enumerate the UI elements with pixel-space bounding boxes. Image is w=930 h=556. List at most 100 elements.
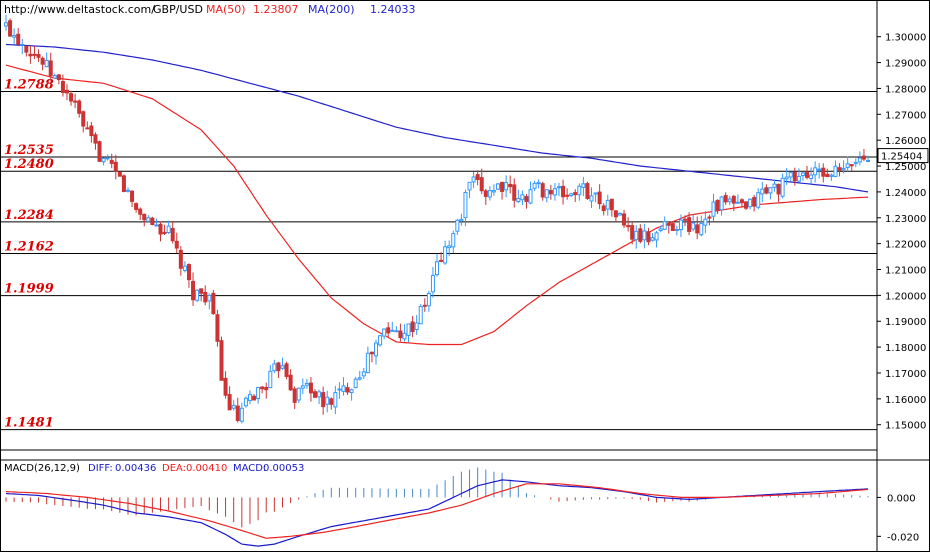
candle-body xyxy=(809,174,814,180)
y-tick-label: 1.27000 xyxy=(885,110,926,121)
candle-body xyxy=(475,174,480,181)
source-url[interactable]: http://www.deltastock.com/ xyxy=(4,3,155,16)
candle-body xyxy=(105,157,110,160)
candle-body xyxy=(361,371,366,377)
candle-body xyxy=(756,192,761,208)
candle-body xyxy=(687,217,692,232)
candle-body xyxy=(369,351,374,355)
ma200-label: MA(200) xyxy=(308,3,355,16)
candle-body xyxy=(191,280,196,301)
candle-body xyxy=(81,111,86,127)
y-tick-label: 1.28000 xyxy=(885,84,926,95)
ma50-value: 1.23807 xyxy=(253,3,299,16)
candle-body xyxy=(321,392,326,408)
candle-body xyxy=(646,231,651,243)
candle-body xyxy=(60,81,65,94)
candle-body xyxy=(154,224,159,227)
candle-body xyxy=(300,385,305,389)
candle-body xyxy=(101,157,106,163)
macd-hist-label: MACD: xyxy=(233,463,267,474)
candle-body xyxy=(561,185,566,198)
candle-body xyxy=(459,218,464,222)
candle-body xyxy=(365,352,370,374)
candle-body xyxy=(752,197,757,207)
candle-body xyxy=(138,208,143,215)
candle-body xyxy=(601,205,606,212)
candle-body xyxy=(158,223,163,235)
candle-body xyxy=(479,177,484,192)
candle-body xyxy=(524,196,529,202)
level-label: 1.1999 xyxy=(4,282,54,297)
candle-body xyxy=(451,233,456,248)
candle-body xyxy=(142,213,147,221)
candle-body xyxy=(630,225,635,240)
candle-body xyxy=(780,177,785,197)
candle-body xyxy=(528,189,533,204)
candle-body xyxy=(186,264,191,281)
candle-body xyxy=(390,329,395,332)
candle-body xyxy=(130,190,135,202)
candle-body xyxy=(573,192,578,196)
candle-body xyxy=(491,190,496,193)
macd-dea-label: DEA: xyxy=(162,463,187,474)
candle-body xyxy=(719,196,724,211)
candle-body xyxy=(276,362,281,372)
candle-body xyxy=(223,377,228,396)
candle-body xyxy=(56,74,61,81)
candle-body xyxy=(512,184,517,201)
candle-body xyxy=(174,240,179,249)
y-tick-label: 1.24000 xyxy=(885,188,926,199)
candle-body xyxy=(73,100,78,103)
macd-y-tick-label: 0.000 xyxy=(887,493,916,504)
candle-body xyxy=(162,231,167,234)
candle-body xyxy=(64,89,69,94)
candle-body xyxy=(443,246,448,264)
candle-body xyxy=(69,93,74,102)
candle-body xyxy=(398,330,403,339)
y-tick-label: 1.19000 xyxy=(885,317,926,328)
candle-body xyxy=(284,363,289,377)
candle-body xyxy=(77,100,82,114)
candle-body xyxy=(288,374,293,391)
candle-body xyxy=(93,134,98,144)
candle-body xyxy=(662,221,667,230)
candle-body xyxy=(463,191,468,219)
candle-body xyxy=(569,193,574,197)
y-tick-label: 1.26000 xyxy=(885,136,926,147)
candle-body xyxy=(760,188,765,195)
candle-body xyxy=(866,160,870,163)
candle-body xyxy=(748,198,753,208)
candle-body xyxy=(32,53,37,56)
y-tick-label: 1.20000 xyxy=(885,291,926,302)
candle-body xyxy=(654,232,659,241)
candle-body xyxy=(117,171,122,177)
candle-body xyxy=(430,275,435,293)
candle-body xyxy=(203,291,208,303)
candle-body xyxy=(735,201,740,204)
candle-body xyxy=(435,261,439,276)
candle-body xyxy=(683,218,688,221)
candle-body xyxy=(792,171,797,182)
y-tick-label: 1.23000 xyxy=(885,214,926,225)
current-price-box xyxy=(877,148,929,164)
candle-body xyxy=(471,176,476,183)
candle-body xyxy=(16,33,21,45)
candle-body xyxy=(552,188,557,196)
ma50-line xyxy=(5,64,869,346)
candle-body xyxy=(520,194,525,201)
candle-body xyxy=(199,288,204,294)
level-label: 1.1481 xyxy=(4,416,54,431)
candle-body xyxy=(374,342,379,357)
candle-body xyxy=(146,217,151,222)
candle-body xyxy=(121,175,126,193)
candle-body xyxy=(304,382,309,386)
candle-body xyxy=(642,230,647,241)
candle-body xyxy=(219,340,224,381)
candle-body xyxy=(597,191,602,205)
candle-body xyxy=(150,217,155,225)
candle-body xyxy=(134,203,139,210)
candle-body xyxy=(776,183,781,195)
candle-body xyxy=(829,174,834,177)
candle-body xyxy=(593,192,598,195)
